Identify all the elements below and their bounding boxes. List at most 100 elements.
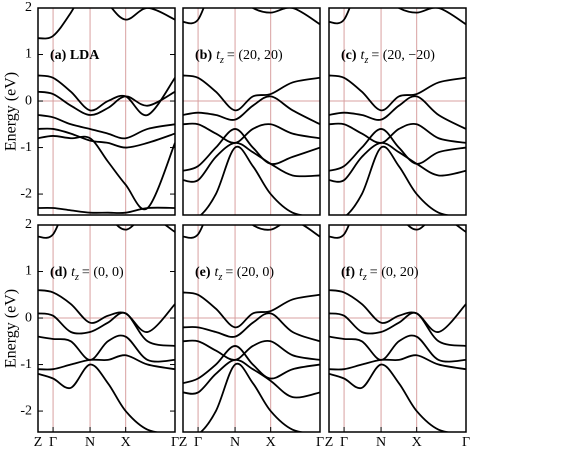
band [38, 363, 161, 432]
panel-text: = (20, −20) [371, 48, 435, 63]
panel [38, 8, 175, 215]
y-tick-label: -1 [20, 357, 32, 372]
band [329, 122, 466, 144]
panel-var: t [216, 48, 221, 63]
x-tick-label: Z [34, 435, 43, 450]
panel-label: (d) tz = (0, 0) [50, 265, 124, 283]
band [251, 8, 320, 26]
frame [182, 7, 321, 216]
panel [329, 8, 466, 215]
band [38, 90, 175, 116]
frame [328, 7, 467, 216]
x-tick-label: Z [325, 435, 334, 450]
panel-var: t [215, 265, 220, 280]
panel [329, 225, 466, 432]
band [183, 128, 320, 172]
band [329, 128, 466, 172]
x-tick-label: X [412, 435, 422, 450]
band [329, 74, 466, 112]
band [329, 225, 350, 239]
band [38, 114, 175, 140]
x-tick-label: Γ [49, 435, 57, 450]
panel-label: (a) LDA [50, 48, 100, 63]
band [38, 225, 59, 239]
panel-sub: z [217, 272, 222, 283]
band [329, 289, 466, 333]
band [183, 8, 205, 25]
band [38, 289, 175, 333]
panel-tag: (f) [341, 265, 355, 280]
panel-sub: z [363, 55, 368, 66]
frame [37, 7, 176, 216]
band [397, 8, 466, 26]
panel-label: (c) tz = (20, −20) [341, 48, 435, 66]
y-axis-label: Energy (eV) [3, 289, 20, 368]
x-tick-label: Γ [340, 435, 348, 450]
y-tick-label: 0 [25, 310, 32, 325]
band [329, 95, 466, 130]
band [329, 311, 466, 347]
y-tick-label: 2 [25, 217, 32, 232]
x-tick-label: N [85, 435, 95, 450]
panel-label: (f) tz = (0, 20) [341, 265, 419, 283]
band [329, 363, 452, 432]
frame [328, 224, 467, 433]
band [345, 145, 452, 215]
y-tick-label: -1 [20, 140, 32, 155]
panel-sub: z [362, 272, 367, 283]
x-tick-label: Γ [171, 435, 179, 450]
x-tick-label: X [121, 435, 131, 450]
band [183, 345, 320, 385]
panel-var: t [361, 48, 366, 63]
y-tick-label: -2 [20, 403, 32, 418]
panel-tag: (c) [341, 48, 357, 63]
band [38, 206, 175, 214]
y-tick-label: 2 [25, 0, 32, 15]
band [183, 122, 320, 144]
panel-tag: (a) LDA [50, 48, 100, 63]
y-tick-label: 1 [25, 47, 32, 62]
band [199, 362, 306, 432]
x-tick-label: Γ [316, 435, 324, 450]
band [251, 225, 320, 238]
panel-text: = (0, 20) [370, 265, 419, 280]
panel [183, 225, 320, 432]
panel-sub: z [74, 272, 79, 283]
band [183, 358, 320, 399]
panel-var: t [359, 265, 364, 280]
frame [37, 224, 176, 433]
panel-tag: (b) [195, 48, 212, 63]
band [38, 311, 175, 347]
band [183, 95, 320, 126]
band [38, 8, 75, 40]
band [199, 145, 306, 215]
y-tick-label: -2 [20, 186, 32, 201]
y-tick-label: 1 [25, 264, 32, 279]
band [38, 135, 175, 211]
band [183, 141, 320, 183]
band [329, 354, 466, 371]
band [38, 334, 175, 363]
x-tick-label: Γ [462, 435, 470, 450]
band [329, 334, 466, 363]
panel-label: (e) tz = (20, 0) [195, 265, 274, 283]
y-tick-label: 0 [25, 93, 32, 108]
frame [182, 224, 321, 433]
panel [38, 225, 175, 432]
x-tick-label: Z [179, 435, 188, 450]
band [183, 291, 320, 329]
band [183, 339, 320, 361]
panel-tag: (d) [50, 265, 67, 280]
x-tick-label: X [266, 435, 276, 450]
panel-text: = (20, 0) [225, 265, 274, 280]
panel-tag: (e) [195, 265, 211, 280]
band [38, 127, 175, 149]
band [38, 74, 175, 117]
band [329, 141, 466, 183]
band [115, 225, 175, 233]
y-axis-label: Energy (eV) [3, 72, 20, 151]
band [183, 225, 204, 239]
panel-text: = (20, 20) [227, 48, 283, 63]
panel [183, 8, 320, 215]
